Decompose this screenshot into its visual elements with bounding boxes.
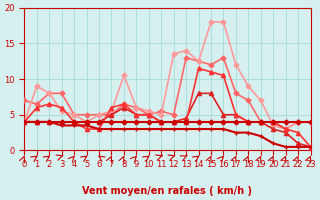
X-axis label: Vent moyen/en rafales ( km/h ): Vent moyen/en rafales ( km/h ) — [83, 186, 252, 196]
